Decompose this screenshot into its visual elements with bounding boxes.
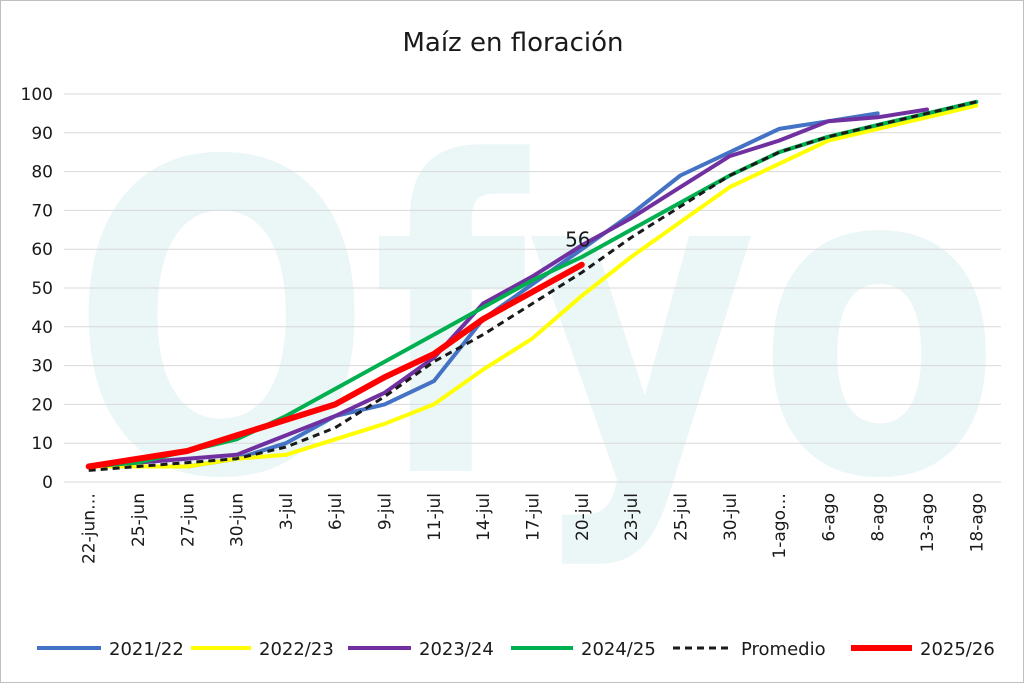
x-tick-label: 30-jul <box>721 493 741 541</box>
series-line-2024-25 <box>86 99 979 469</box>
legend-label: Promedio <box>741 639 826 660</box>
y-tick-label: 20 <box>31 395 53 415</box>
y-tick-label: 60 <box>31 240 53 260</box>
x-tick-label: 1-ago… <box>770 493 790 559</box>
legend: 2021/22 2022/23 2023/24 2024/25 Promedio 2025… <box>37 639 995 660</box>
y-axis-tick-labels: 0 10 20 30 40 50 60 70 80 90 100 <box>21 85 53 493</box>
legend-label: 2025/26 <box>920 639 995 660</box>
x-tick-label: 6-ago <box>819 493 839 542</box>
legend-item: 2025/26 <box>851 639 995 660</box>
x-tick-label: 13-ago <box>918 493 938 552</box>
y-tick-label: 50 <box>31 279 53 299</box>
legend-label: 2021/22 <box>109 639 184 660</box>
x-tick-label: 30-jun <box>228 493 248 547</box>
x-tick-label: 6-jul <box>326 493 346 530</box>
y-tick-label: 30 <box>31 357 53 377</box>
legend-item: 2023/24 <box>348 639 494 660</box>
legend-item: Promedio <box>673 639 826 660</box>
series-line-promedio <box>88 100 977 472</box>
y-tick-label: 70 <box>31 201 53 221</box>
x-tick-label: 22-jun… <box>80 493 100 564</box>
x-tick-label: 27-jun <box>178 493 198 547</box>
legend-item: 2024/25 <box>511 639 656 660</box>
x-tick-label: 25-jul <box>671 493 691 541</box>
series-line-2023-24 <box>86 107 929 469</box>
chart-title: Maíz en floración <box>402 28 623 58</box>
y-tick-label: 0 <box>42 473 53 493</box>
x-tick-label: 9-jul <box>376 493 396 530</box>
y-tick-label: 90 <box>31 124 53 144</box>
x-tick-label: 20-jul <box>573 493 593 541</box>
series-line-2025-26 <box>85 261 585 470</box>
data-label-56: 56 <box>565 228 590 252</box>
x-tick-label: 17-jul <box>524 493 544 541</box>
svg-text:Ofyo: Ofyo <box>71 73 1001 573</box>
legend-label: 2024/25 <box>581 639 656 660</box>
y-tick-label: 40 <box>31 318 53 338</box>
x-tick-label: 8-ago <box>869 493 889 542</box>
legend-item: 2022/23 <box>191 639 334 660</box>
x-tick-label: 3-jul <box>277 493 297 530</box>
x-tick-label: 23-jul <box>622 493 642 541</box>
x-tick-label: 25-jun <box>129 493 149 547</box>
legend-label: 2023/24 <box>419 639 494 660</box>
x-tick-label: 11-jul <box>425 493 445 541</box>
x-axis-tick-labels: 22-jun… 25-jun 27-jun 30-jun 3-jul 6-jul 9-jul… <box>80 493 988 564</box>
legend-label: 2022/23 <box>259 639 334 660</box>
y-tick-label: 100 <box>21 85 53 105</box>
series-lines <box>85 99 979 472</box>
y-tick-label: 10 <box>31 434 53 454</box>
y-tick-label: 80 <box>31 163 53 183</box>
fyo-watermark-logo: Ofyo <box>71 73 1001 573</box>
x-tick-label: 14-jul <box>474 493 494 541</box>
x-tick-label: 18-ago <box>967 493 987 552</box>
legend-item: 2021/22 <box>37 639 184 660</box>
